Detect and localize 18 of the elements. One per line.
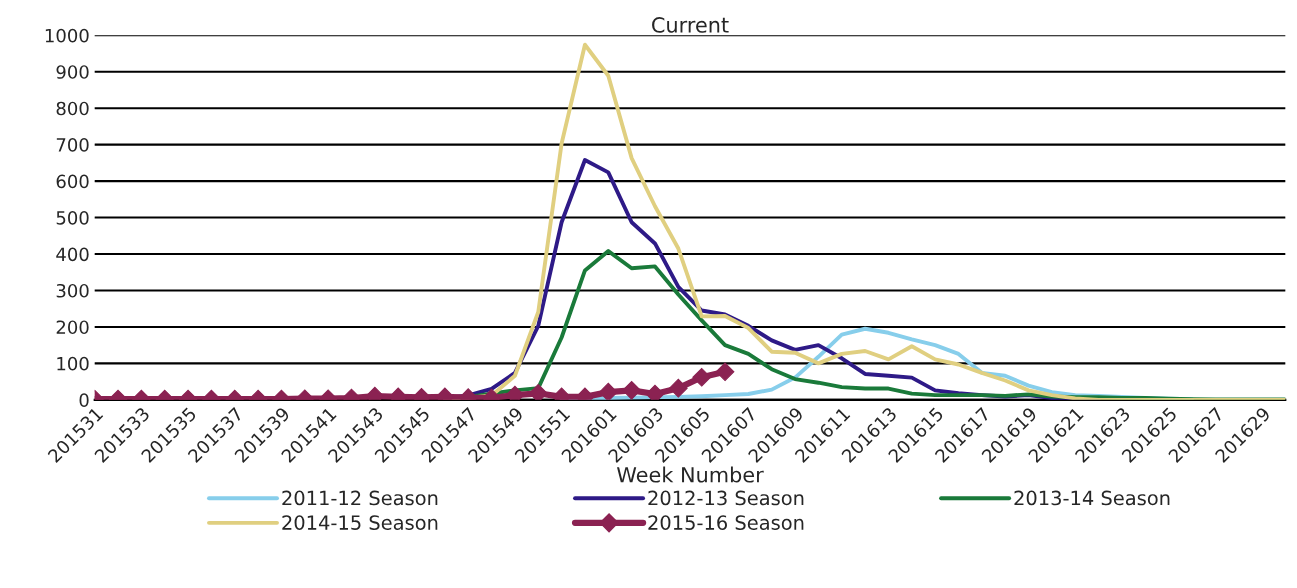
legend-label: 2012-13 Season: [648, 490, 804, 506]
y-tick-label: 600: [56, 174, 89, 189]
y-tick-label: 500: [56, 211, 89, 225]
chart-title: Current: [652, 17, 729, 33]
x-axis-title: Week Number: [617, 466, 764, 483]
legend-label: 2014-15 Season: [282, 515, 438, 530]
y-tick-label: 800: [56, 101, 89, 116]
y-tick-label: 900: [56, 65, 89, 79]
legend-label: 2015-16 Season: [648, 515, 804, 530]
legend-label: 2013-14 Season: [1014, 490, 1170, 506]
y-tick-label: 100: [57, 356, 89, 371]
y-tick-label: 1000: [45, 28, 89, 43]
legend-label: 2011-12 Season: [282, 490, 438, 506]
y-tick-label: 200: [56, 320, 89, 335]
y-tick-label: 700: [56, 138, 89, 152]
y-tick-label: 400: [56, 247, 89, 262]
y-tick-label: 0: [79, 393, 89, 407]
y-tick-label: 300: [56, 283, 89, 298]
